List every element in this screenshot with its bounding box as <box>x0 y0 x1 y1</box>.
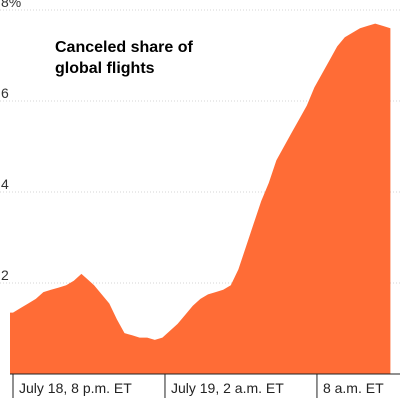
x-tick-label-0: July 18, 8 p.m. ET <box>19 380 132 396</box>
chart-title: Canceled share of global flights <box>55 39 194 77</box>
area-series-0 <box>10 23 391 374</box>
y-axis-labels: 2 4 6 8% <box>1 0 21 283</box>
x-tick-label-2: 8 a.m. ET <box>323 380 384 396</box>
chart-title-line-2: global flights <box>55 60 155 77</box>
area-series <box>10 23 391 374</box>
y-tick-label-4: 4 <box>1 176 9 192</box>
x-axis: July 18, 8 p.m. ET July 19, 2 a.m. ET 8 a.… <box>10 373 400 398</box>
y-tick-label-8: 8% <box>1 0 21 10</box>
x-tick-label-1: July 19, 2 a.m. ET <box>171 380 284 396</box>
y-tick-label-6: 6 <box>1 85 9 101</box>
chart-title-line-1: Canceled share of <box>55 39 194 56</box>
y-tick-label-2: 2 <box>1 267 9 283</box>
